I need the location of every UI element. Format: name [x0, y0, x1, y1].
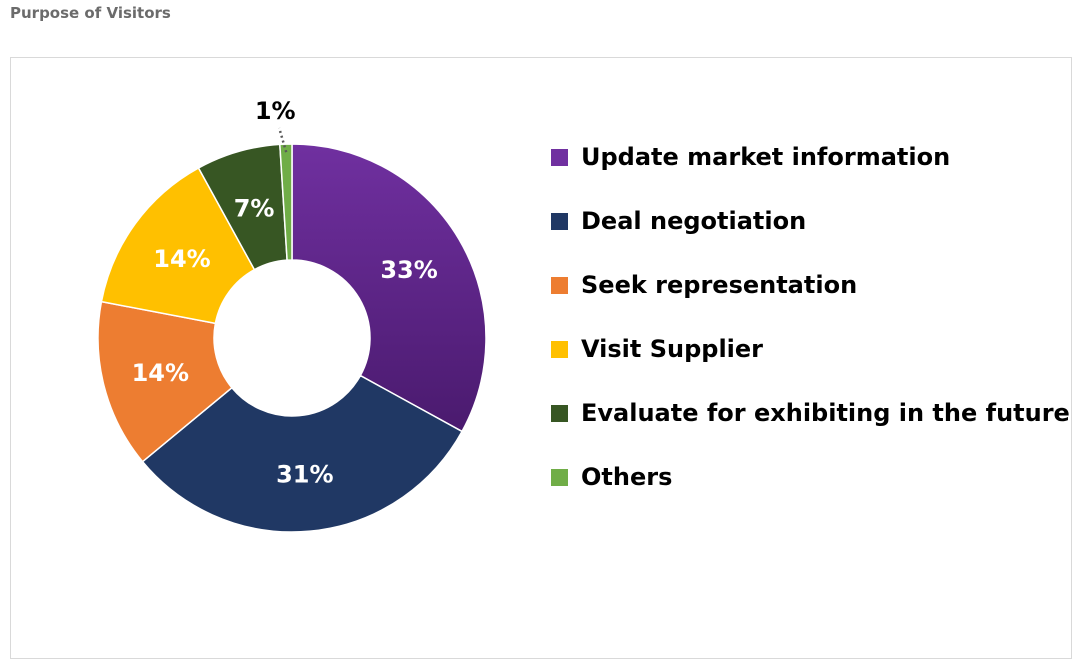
slice-deal-negotiation: [141, 374, 464, 533]
legend-swatch: [551, 149, 568, 166]
legend-item-seek-representation: Seek representation: [551, 268, 1070, 332]
donut-chart: 33% 31% 14% 14% 7% 1%: [97, 97, 487, 533]
data-label-visit-supplier: 14%: [153, 245, 210, 273]
legend-label: Seek representation: [581, 271, 858, 299]
legend-item-deal-negotiation: Deal negotiation: [551, 204, 1070, 268]
legend-label: Deal negotiation: [581, 207, 807, 235]
data-label-update-market-information: 33%: [380, 256, 437, 284]
legend-swatch: [551, 469, 568, 486]
chart-legend: Update market information Deal negotiatio…: [551, 140, 1070, 524]
slice-seek-representation: [97, 300, 233, 463]
legend-item-others: Others: [551, 460, 1070, 524]
leader-line-others: [277, 127, 288, 153]
legend-swatch: [551, 213, 568, 230]
legend-swatch: [551, 277, 568, 294]
slice-others: [279, 143, 293, 261]
slice-update-market-information: [291, 143, 487, 433]
legend-item-evaluate-exhibiting: Evaluate for exhibiting in the future: [551, 396, 1070, 460]
data-label-seek-representation: 14%: [132, 359, 189, 387]
legend-swatch: [551, 341, 568, 358]
page-title: Purpose of Visitors: [10, 4, 171, 22]
legend-item-visit-supplier: Visit Supplier: [551, 332, 1070, 396]
legend-label: Evaluate for exhibiting in the future: [581, 399, 1070, 427]
chart-frame: 33% 31% 14% 14% 7% 1% Update market informati…: [10, 57, 1072, 659]
data-label-evaluate-exhibiting: 7%: [234, 194, 275, 222]
slice-visit-supplier: [100, 166, 256, 325]
data-label-others: 1%: [255, 97, 296, 125]
legend-label: Update market information: [581, 143, 951, 171]
legend-label: Others: [581, 463, 673, 491]
legend-label: Visit Supplier: [581, 335, 764, 363]
legend-item-update-market-information: Update market information: [551, 140, 1070, 204]
legend-swatch: [551, 405, 568, 422]
data-label-deal-negotiation: 31%: [276, 460, 333, 488]
